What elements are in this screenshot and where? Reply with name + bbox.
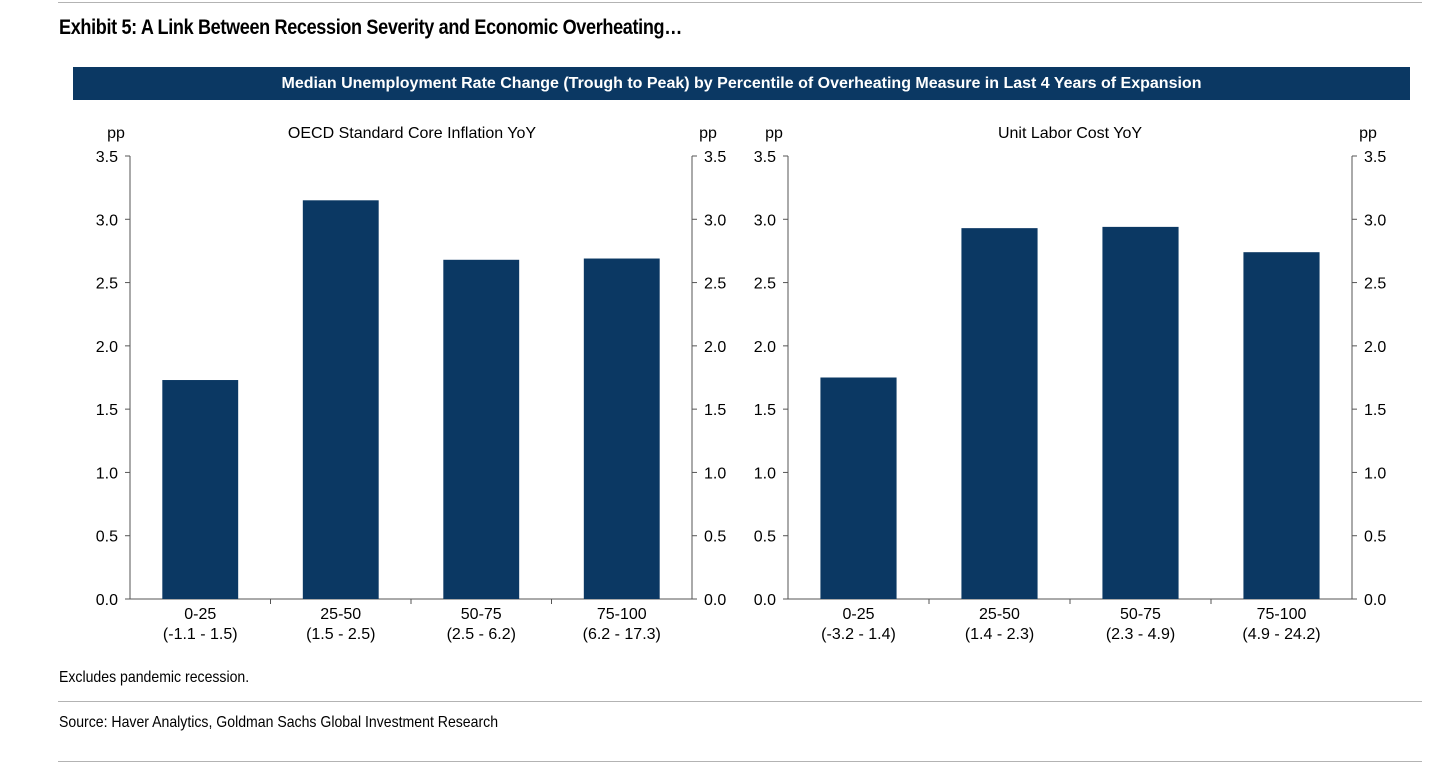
y-tick-label-right: 0.0 (704, 592, 726, 609)
x-tick-label: 25-50 (320, 606, 361, 623)
y-axis-label-right: pp (699, 125, 717, 142)
banner-text: Median Unemployment Rate Change (Trough … (281, 74, 1202, 92)
bar-75-100 (583, 258, 660, 599)
y-tick-label-left: 1.0 (754, 465, 776, 482)
y-tick-label-left: 0.0 (96, 592, 118, 609)
y-tick-label-right: 2.0 (1364, 339, 1386, 356)
y-axis-label-left: pp (107, 125, 125, 142)
bar-0-25 (162, 380, 239, 599)
y-tick-label-left: 3.0 (754, 212, 776, 229)
y-tick-label-right: 3.0 (704, 212, 726, 229)
chart-core-inflation: OECD Standard Core Inflation YoY pp pp 0.0 0… (96, 125, 727, 643)
chart-title: OECD Standard Core Inflation YoY (288, 125, 536, 142)
x-tick-label: 25-50 (979, 606, 1020, 623)
y-tick-label-right: 2.0 (704, 339, 726, 356)
bar-25-50 (961, 228, 1038, 599)
exhibit-title: Exhibit 5: A Link Between Recession Seve… (59, 16, 682, 39)
x-tick-range-label: (2.3 - 4.9) (1106, 626, 1175, 643)
x-tick-label: 50-75 (461, 606, 502, 623)
y-tick-label-left: 3.0 (96, 212, 118, 229)
chart-banner: Median Unemployment Rate Change (Trough … (73, 67, 1410, 100)
x-tick-label: 0-25 (842, 606, 874, 623)
top-rule (58, 2, 1422, 3)
y-tick-label-left: 1.5 (96, 402, 118, 419)
x-tick-range-label: (-3.2 - 1.4) (821, 626, 896, 643)
y-tick-label-right: 0.0 (1364, 592, 1386, 609)
y-tick-label-left: 2.5 (96, 276, 118, 293)
y-tick-label-left: 2.0 (96, 339, 118, 356)
y-tick-label-right: 1.5 (1364, 402, 1386, 419)
y-tick-label-left: 2.5 (754, 276, 776, 293)
y-tick-label-left: 3.5 (96, 149, 118, 166)
y-tick-label-right: 1.0 (704, 465, 726, 482)
bar-0-25 (820, 377, 897, 599)
bar-50-75 (1102, 226, 1179, 599)
x-tick-range-label: (4.9 - 24.2) (1242, 626, 1320, 643)
y-axis-label-left: pp (765, 125, 783, 142)
y-tick-label-right: 0.5 (1364, 529, 1386, 546)
y-tick-label-left: 1.5 (754, 402, 776, 419)
bottom-rule (58, 761, 1422, 762)
x-tick-range-label: (6.2 - 17.3) (583, 626, 661, 643)
y-tick-label-left: 0.5 (754, 529, 776, 546)
y-tick-label-left: 1.0 (96, 465, 118, 482)
footnote: Excludes pandemic recession. (59, 669, 250, 686)
y-tick-label-left: 3.5 (754, 149, 776, 166)
y-tick-label-right: 2.5 (704, 276, 726, 293)
y-tick-label-right: 3.5 (1364, 149, 1386, 166)
x-tick-label: 75-100 (597, 606, 647, 623)
y-tick-label-right: 0.5 (704, 529, 726, 546)
x-tick-range-label: (-1.1 - 1.5) (163, 626, 238, 643)
y-tick-label-right: 1.5 (704, 402, 726, 419)
x-tick-label: 50-75 (1120, 606, 1161, 623)
x-tick-label: 0-25 (184, 606, 216, 623)
bar-25-50 (302, 200, 379, 600)
y-tick-label-right: 2.5 (1364, 276, 1386, 293)
x-tick-range-label: (2.5 - 6.2) (447, 626, 516, 643)
x-tick-range-label: (1.4 - 2.3) (965, 626, 1034, 643)
y-tick-label-right: 3.5 (704, 149, 726, 166)
y-tick-label-right: 1.0 (1364, 465, 1386, 482)
bar-75-100 (1243, 252, 1320, 600)
bar-50-75 (443, 259, 520, 599)
chart-title: Unit Labor Cost YoY (998, 125, 1142, 142)
x-tick-label: 75-100 (1257, 606, 1307, 623)
y-tick-label-right: 3.0 (1364, 212, 1386, 229)
y-tick-label-left: 0.5 (96, 529, 118, 546)
y-axis-label-right: pp (1359, 125, 1377, 142)
source-note: Source: Haver Analytics, Goldman Sachs G… (59, 714, 499, 731)
y-tick-label-left: 2.0 (754, 339, 776, 356)
chart-unit-labor-cost: Unit Labor Cost YoY pp pp 0.0 0.0 0.5 0.5 1.0 1.… (754, 125, 1387, 643)
y-tick-label-left: 0.0 (754, 592, 776, 609)
x-tick-range-label: (1.5 - 2.5) (306, 626, 375, 643)
footnote-rule (58, 701, 1422, 702)
